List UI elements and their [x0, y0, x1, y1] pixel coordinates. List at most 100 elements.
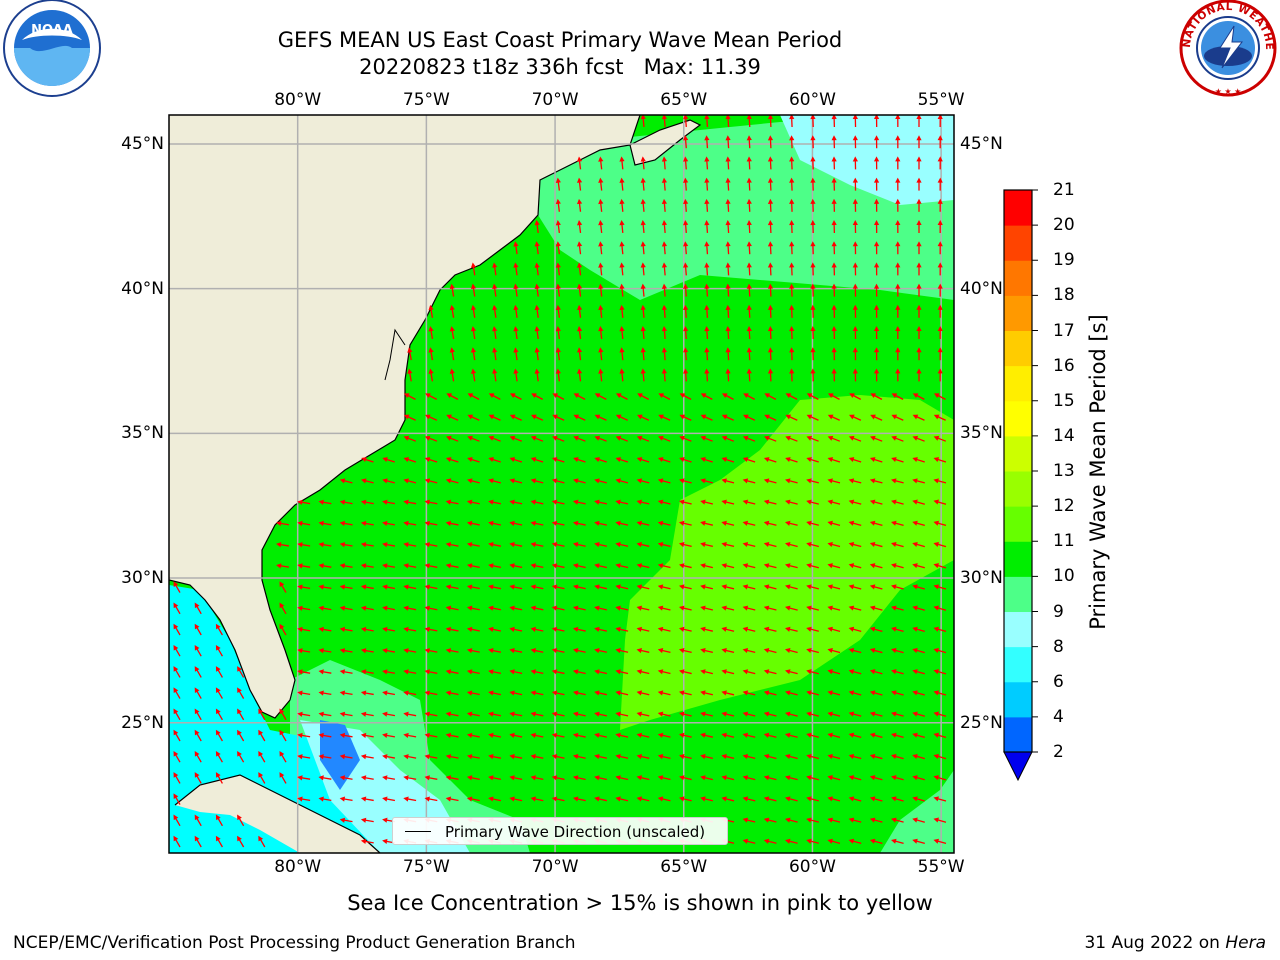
wave-direction-arrow: [488, 584, 502, 590]
wave-direction-arrow: [382, 648, 396, 654]
wave-direction-arrow: [916, 304, 922, 318]
wave-direction-arrow: [683, 347, 689, 361]
wave-direction-arrow: [721, 499, 735, 505]
wave-direction-arrow: [912, 838, 925, 845]
wave-direction-arrow: [615, 669, 629, 675]
lat-label-left: 30°N: [121, 568, 164, 589]
wave-direction-arrow: [424, 457, 438, 463]
wave-direction-arrow: [789, 326, 795, 340]
wave-direction-arrow: [912, 732, 925, 739]
wave-direction-arrow: [912, 817, 925, 823]
wave-direction-arrow: [912, 690, 925, 696]
wave-direction-arrow: [785, 626, 798, 632]
wave-direction-arrow: [848, 520, 862, 526]
wave-direction-arrow: [615, 393, 628, 400]
wave-direction-arrow: [700, 393, 713, 400]
wave-direction-arrow: [789, 177, 795, 191]
wave-direction-arrow: [445, 605, 459, 611]
wave-direction-arrow: [912, 605, 925, 611]
wave-direction-arrow: [572, 754, 586, 760]
wave-direction-arrow: [869, 838, 883, 844]
wave-direction-arrow: [279, 729, 287, 742]
wave-direction-arrow: [615, 648, 629, 654]
wave-direction-arrow: [852, 115, 858, 128]
wave-direction-arrow: [318, 648, 332, 654]
wave-direction-arrow: [173, 729, 181, 742]
wave-direction-arrow: [810, 368, 816, 382]
wave-direction-arrow: [848, 499, 862, 505]
wave-direction-arrow: [339, 817, 353, 823]
wave-direction-arrow: [683, 198, 689, 212]
wave-direction-arrow: [637, 414, 650, 421]
wave-direction-arrow: [194, 708, 202, 721]
wave-direction-arrow: [615, 775, 629, 781]
wave-direction-arrow: [173, 708, 181, 721]
wave-direction-arrow: [615, 520, 629, 526]
wave-direction-arrow: [318, 584, 332, 590]
wave-direction-arrow: [424, 435, 438, 442]
wave-direction-arrow: [297, 732, 311, 739]
wave-direction-arrow: [895, 241, 901, 255]
map-frame: [168, 114, 955, 854]
wave-direction-arrow: [403, 732, 417, 738]
wave-direction-arrow: [806, 775, 819, 781]
wave-direction-arrow: [933, 393, 946, 400]
wave-direction-arrow: [742, 753, 756, 760]
wave-direction-arrow: [933, 775, 947, 781]
wave-direction-arrow: [615, 478, 629, 484]
wave-direction-arrow: [470, 347, 477, 361]
wave-direction-arrow: [594, 690, 608, 696]
wave-direction-arrow: [173, 814, 181, 827]
lon-label-bottom: 60°W: [788, 857, 836, 877]
wave-direction-arrow: [721, 393, 734, 400]
wave-direction-arrow: [424, 626, 438, 632]
wave-direction-arrow: [446, 414, 459, 421]
wave-direction-arrow: [683, 368, 689, 382]
wave-direction-arrow: [594, 542, 608, 548]
wave-direction-arrow: [725, 135, 731, 149]
wave-direction-arrow: [594, 605, 608, 611]
wave-direction-arrow: [407, 347, 413, 361]
wave-direction-arrow: [810, 326, 816, 340]
wave-direction-arrow: [488, 393, 501, 400]
wave-direction-arrow: [767, 135, 774, 149]
wave-direction-arrow: [891, 520, 904, 527]
wave-direction-arrow: [619, 220, 625, 234]
wave-direction-arrow: [279, 623, 287, 636]
wave-direction-arrow: [636, 796, 650, 802]
coastline-cuba: [174, 774, 381, 853]
wave-direction-arrow: [916, 283, 922, 297]
wave-direction-arrow: [806, 414, 819, 421]
wave-direction-arrow: [615, 457, 629, 463]
wave-direction-arrow: [827, 457, 841, 463]
wave-direction-arrow: [551, 605, 565, 611]
wave-direction-arrow: [785, 499, 798, 505]
wave-direction-arrow: [445, 754, 459, 760]
wave-direction-arrow: [551, 499, 565, 505]
wave-direction-arrow: [509, 542, 523, 548]
wave-direction-arrow: [725, 198, 731, 212]
wave-direction-arrow: [360, 542, 374, 548]
wave-direction-arrow: [810, 156, 816, 170]
wave-direction-arrow: [852, 304, 858, 318]
wave-direction-arrow: [509, 732, 523, 738]
wave-direction-arrow: [827, 732, 841, 738]
wave-direction-arrow: [657, 457, 671, 463]
wave-direction-arrow: [509, 669, 523, 675]
wave-direction-arrow: [831, 115, 837, 128]
wave-direction-arrow: [619, 241, 625, 255]
wave-direction-arrow: [721, 796, 735, 802]
wave-direction-arrow: [449, 326, 455, 340]
wave-direction-arrow: [360, 584, 374, 590]
colorbar-tick-label: 4: [1053, 706, 1064, 727]
wave-direction-arrow: [573, 457, 586, 463]
legend-line-swatch: [405, 831, 431, 832]
wave-direction-arrow: [912, 626, 925, 633]
wave-direction-arrow: [449, 368, 455, 382]
wave-direction-arrow: [339, 499, 353, 505]
wave-direction-arrow: [891, 478, 904, 484]
wave-direction-arrow: [466, 605, 480, 611]
wave-direction-arrow: [742, 775, 756, 781]
wave-direction-arrow: [742, 541, 756, 548]
wave-direction-arrow: [258, 708, 266, 721]
